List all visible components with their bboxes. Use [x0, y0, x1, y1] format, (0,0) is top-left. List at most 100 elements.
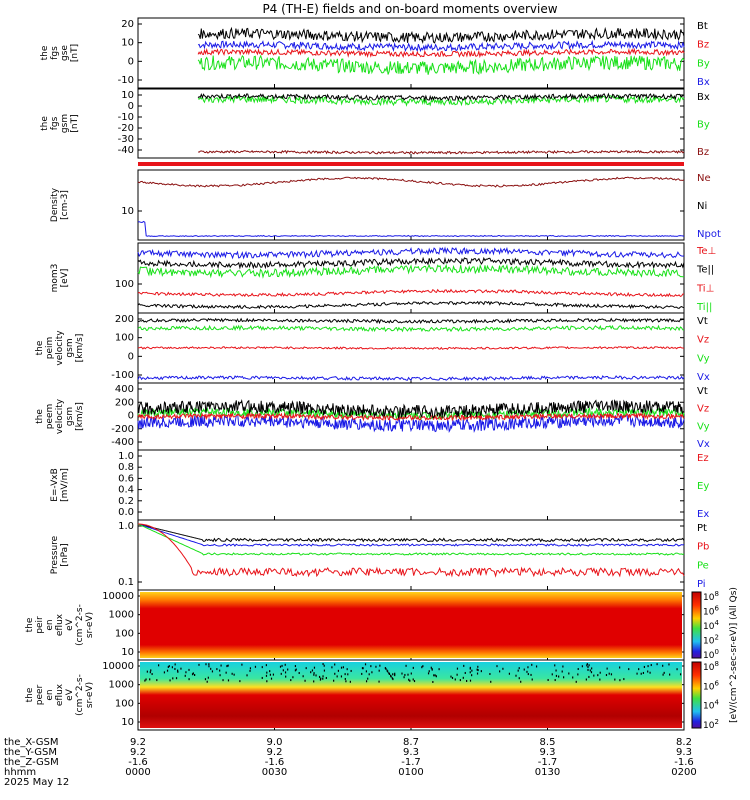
spectrogram-speckle [269, 670, 271, 673]
spectrogram-speckle [365, 670, 368, 673]
spectrogram-speckle [323, 664, 325, 667]
ytick-label: 0 [128, 351, 134, 362]
spectrogram-speckle [385, 667, 387, 670]
legend-Ti⊥: Ti⊥ [696, 283, 714, 294]
spectrogram-speckle [588, 675, 590, 678]
spectrogram-speckle [340, 666, 343, 669]
spectrogram-speckle [614, 678, 616, 681]
trace-peem-Vt [137, 398, 685, 419]
colorbar-tick: 104 [703, 619, 719, 632]
trace-temp-Te-perp-blue [137, 246, 685, 260]
spectrogram-speckle [378, 669, 380, 672]
chart-title: P4 (TH-E) fields and on-board moments ov… [262, 2, 558, 16]
legend-Vy: Vy [697, 353, 710, 364]
ylabel-line: eV [65, 688, 75, 701]
spectrogram-speckle [421, 666, 423, 669]
ephem-label-2: the_Z-GSM [4, 757, 59, 768]
colorbar-label: [eV/(cm^2-sec-sr-eV)] (All Qs) [729, 587, 739, 723]
spectrogram-speckle [216, 668, 218, 671]
trace-temp-Ti-perp [137, 288, 685, 298]
spectrogram-speckle [345, 680, 347, 683]
spectrogram-speckle [207, 676, 209, 679]
ytick-label: -400 [111, 437, 134, 448]
spectrogram-speckle [295, 668, 297, 671]
legend-Bz: Bz [697, 40, 709, 51]
spectrogram-speckle [404, 673, 406, 676]
spectrogram-speckle [375, 665, 377, 668]
spectrogram-speckle [394, 674, 396, 677]
ytick-label: -30 [118, 134, 134, 145]
spectrogram-speckle [662, 673, 664, 676]
spectrogram-speckle [431, 668, 433, 671]
spectrogram-speckle [463, 664, 465, 667]
ephem-date: 2025 May 12 [4, 777, 69, 788]
spectrogram-speckle [298, 672, 300, 675]
spectrogram-speckle [585, 678, 587, 681]
spectrogram-speckle [502, 667, 504, 670]
spectrogram-speckle [471, 674, 473, 677]
ytick-label: 200 [115, 314, 134, 325]
spectrogram-speckle [174, 663, 176, 666]
ylabel-line: peim [45, 337, 55, 360]
spectrogram-speckle [428, 670, 430, 673]
trace-pressure-1 [137, 523, 685, 547]
spectrogram-speckle [337, 669, 340, 672]
spectrogram-speckle [413, 680, 416, 683]
spectrogram-speckle [642, 671, 645, 674]
ephem-value: 8.5 [540, 737, 556, 748]
trace-fgs_gse-Bz [197, 47, 685, 59]
spectrogram-speckle [477, 669, 479, 672]
legend-Bx: Bx [697, 77, 710, 88]
spectrogram-speckle [422, 665, 424, 668]
trace-pressure-2 [137, 523, 685, 556]
spectrogram-speckle [325, 676, 327, 679]
spectrogram-speckle [194, 673, 196, 676]
spectrogram-speckle [364, 663, 367, 666]
spectrogram-speckle [489, 672, 491, 675]
spectrogram-speckle [662, 664, 664, 667]
ylabel-line: gsm [65, 338, 75, 357]
ytick-label: 200 [115, 397, 134, 408]
spectrogram-speckle [558, 675, 560, 678]
spectrogram-speckle [577, 673, 579, 676]
ytick-label: 10 [121, 647, 134, 658]
trace-temp-Te-par [137, 256, 685, 270]
spectrogram-speckle [451, 676, 454, 679]
ytick-label: 100 [115, 333, 134, 344]
legend-By: By [697, 120, 710, 131]
ytick-label: 10000 [102, 591, 134, 602]
legend-Ex: Ex [697, 509, 709, 520]
spectrogram-speckle [361, 672, 363, 675]
ephem-value: 9.3 [540, 747, 556, 758]
spectrogram-speckle [490, 680, 492, 683]
legend-Ne: Ne [697, 173, 711, 184]
spectrogram-speckle [647, 670, 649, 673]
trace-density-Npot [137, 220, 685, 238]
colorbar-tick: 108 [703, 660, 719, 673]
trace-fgs_gse-Bx [197, 39, 685, 53]
ylabel-line: the [35, 340, 45, 355]
spectrogram-speckle [531, 663, 533, 666]
panel-frame-temp [137, 242, 685, 314]
trace-fgs_gse-By [197, 54, 685, 76]
spectrogram-speckle [188, 668, 190, 671]
ephem-value: 0000 [125, 767, 150, 778]
spectrogram-speckle [394, 672, 396, 675]
legend-Bt: Bt [697, 21, 708, 32]
spectrogram-speckle [476, 672, 479, 675]
colorbar-tick: 104 [703, 699, 719, 712]
legend-Ey: Ey [697, 481, 709, 492]
spectrogram-speckle [638, 668, 640, 671]
spectrogram-speckle [226, 665, 228, 668]
spectrogram-speckle [526, 670, 528, 673]
ylabel-line: the [35, 409, 45, 424]
spectrogram-speckle [344, 673, 346, 676]
ephem-value: -1.7 [401, 757, 421, 768]
legend-Te||: Te|| [696, 265, 714, 276]
spectrogram-speckle [432, 680, 434, 683]
spectrogram-speckle [379, 664, 381, 667]
ytick-label: 0 [128, 56, 134, 67]
ylabel-line: [nT] [70, 114, 80, 132]
spectrogram-speckle [150, 669, 152, 672]
